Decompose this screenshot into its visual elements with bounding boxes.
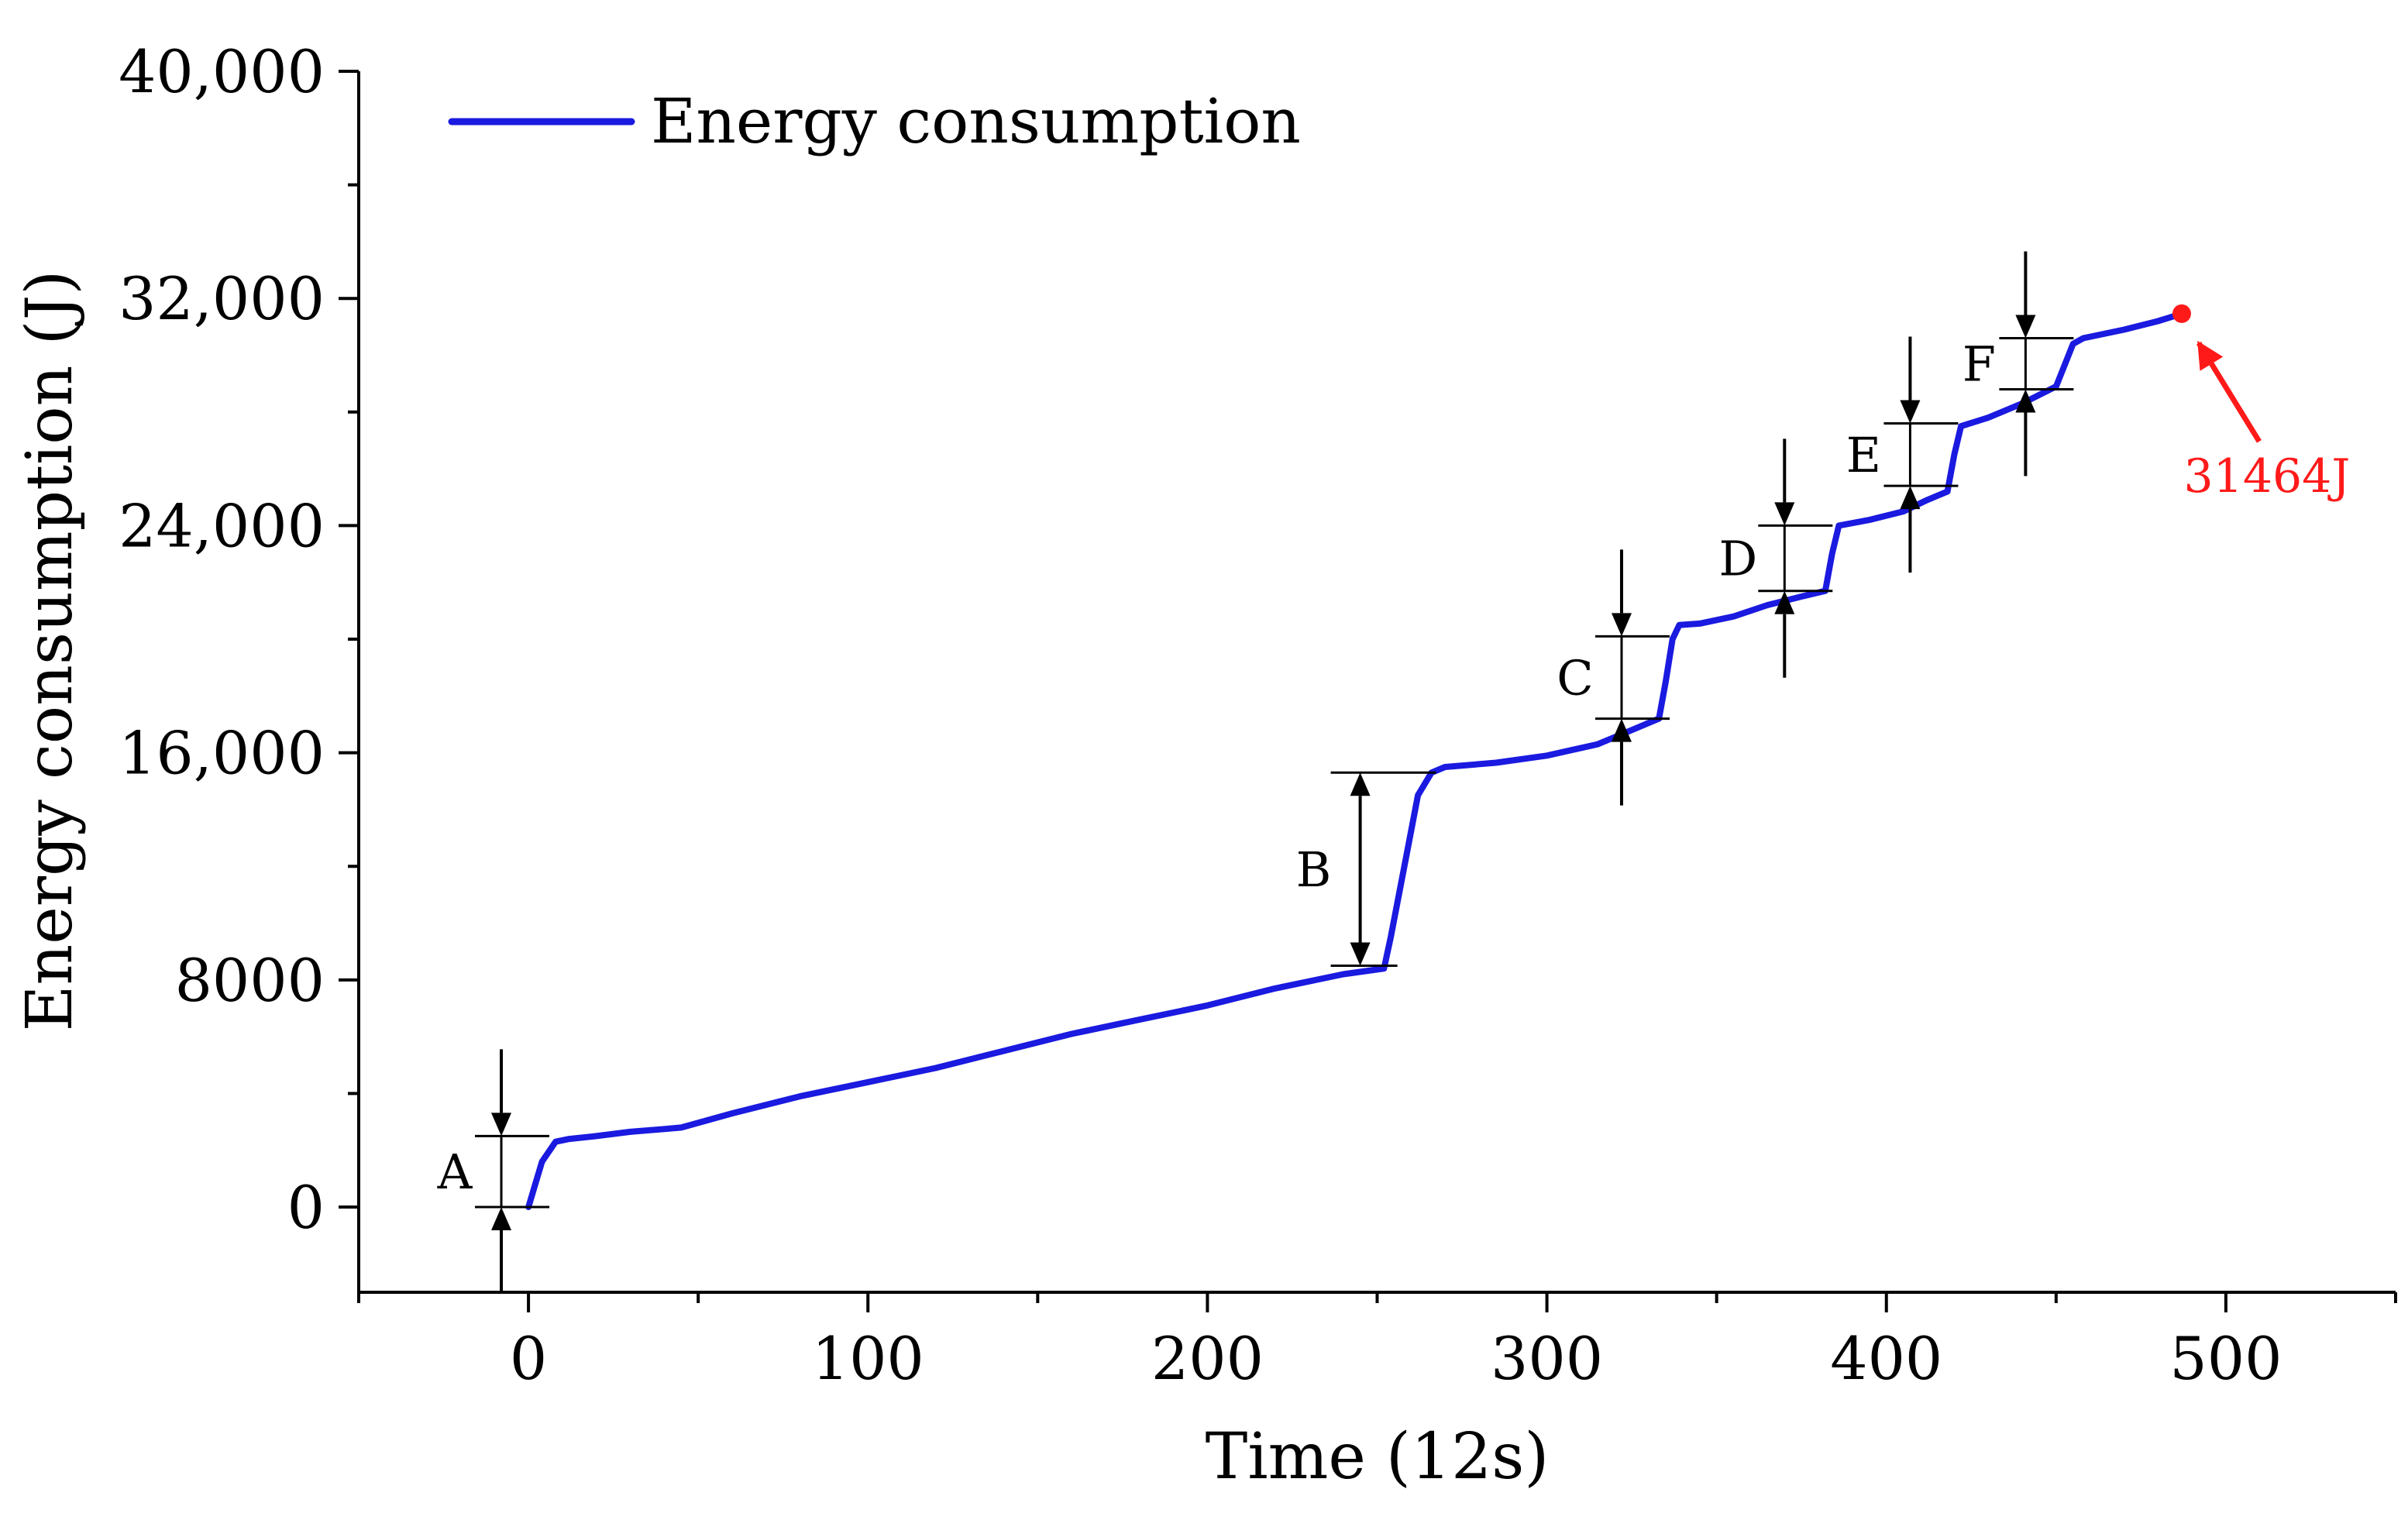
- annotation-arrowhead-up: [491, 1207, 512, 1231]
- y-tick-label: 8000: [175, 946, 325, 1015]
- x-tick-label: 0: [510, 1324, 547, 1393]
- annotation-e: E: [1846, 336, 1959, 573]
- x-tick-label: 300: [1491, 1324, 1603, 1393]
- y-tick-label: 24,000: [119, 491, 325, 560]
- annotation-a: A: [437, 1049, 550, 1295]
- annotation-label: E: [1846, 427, 1881, 483]
- y-tick-label: 0: [287, 1173, 325, 1242]
- y-tick-label: 32,000: [119, 264, 325, 333]
- x-tick-label: 500: [2169, 1324, 2282, 1393]
- annotation-label: B: [1296, 841, 1332, 898]
- annotation-label: A: [437, 1144, 473, 1200]
- end-point-label: 31464J: [2183, 449, 2350, 504]
- annotation-arrowhead-up: [2015, 389, 2036, 413]
- annotations: A B C D E F: [437, 251, 2074, 1295]
- annotation-label: C: [1557, 650, 1593, 707]
- annotation-c: C: [1557, 549, 1670, 806]
- x-tick-label: 200: [1151, 1324, 1264, 1393]
- x-tick-label: 400: [1830, 1324, 1942, 1393]
- annotation-arrowhead-down: [1900, 400, 1921, 424]
- legend-label: Energy consumption: [651, 85, 1301, 157]
- y-tick-label: 40,000: [119, 37, 325, 106]
- annotation-arrowhead-down: [2015, 315, 2036, 339]
- annotation-arrowhead-up: [1611, 718, 1632, 742]
- annotation-arrowhead-up: [1350, 772, 1371, 796]
- end-point-arrow: [2196, 340, 2262, 443]
- legend: Energy consumption: [448, 85, 1301, 157]
- annotation-label: D: [1718, 531, 1757, 587]
- end-callout: 31464J: [2172, 304, 2350, 504]
- annotation-b: B: [1296, 771, 1436, 968]
- x-tick-label: 100: [812, 1324, 924, 1393]
- end-point-marker: [2172, 304, 2191, 323]
- annotation-arrowhead-down: [1611, 613, 1632, 637]
- annotation-arrowhead-down: [1350, 942, 1371, 966]
- annotation-arrowhead-up: [1900, 486, 1921, 510]
- series-line-energy-consumption: [525, 310, 2185, 1210]
- y-ticks: 0 8000 16,000 24,000 32,000 40,000: [119, 37, 359, 1242]
- annotation-d: D: [1718, 438, 1833, 678]
- x-axis-title: Time (12s): [1206, 1420, 1550, 1494]
- annotation-label: F: [1963, 336, 1996, 393]
- annotation-arrowhead-down: [1774, 502, 1795, 526]
- x-ticks: 0 100 200 300 400 500: [357, 1292, 2397, 1393]
- annotation-arrowhead-up: [1774, 590, 1795, 614]
- annotation-f: F: [1963, 251, 2074, 476]
- axes: 0 100 200 300 400 500 0 8000 16,000 24,000 32,000…: [119, 37, 2397, 1393]
- annotation-arrowhead-down: [491, 1113, 512, 1137]
- y-tick-label: 16,000: [119, 719, 325, 788]
- y-axis-title: Energy consumption (J): [13, 270, 87, 1032]
